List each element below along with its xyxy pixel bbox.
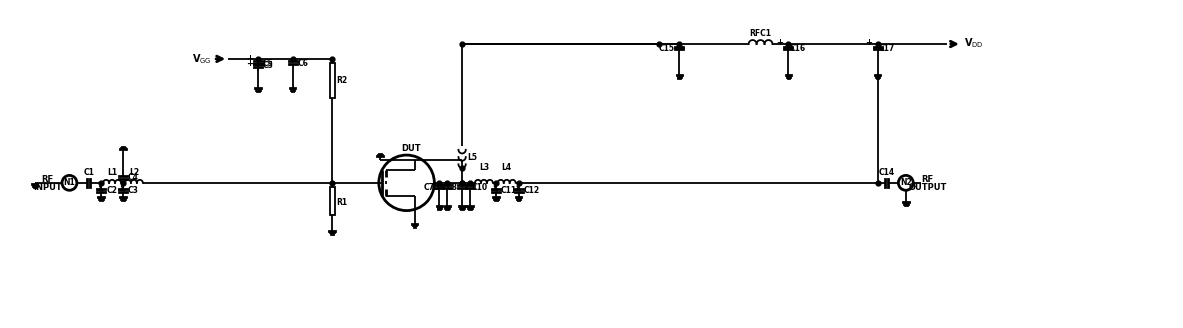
Text: C6: C6 [297, 59, 309, 68]
Text: INPUT: INPUT [33, 183, 62, 192]
Text: C11: C11 [500, 186, 517, 195]
Text: L3: L3 [479, 163, 489, 172]
Bar [330, 63, 335, 97]
Text: DUT: DUT [402, 144, 421, 153]
Text: C4: C4 [128, 173, 138, 182]
Bar [330, 187, 335, 215]
Text: +: + [866, 38, 873, 47]
Text: C10: C10 [472, 182, 487, 192]
Text: R2: R2 [336, 76, 348, 85]
Text: C15: C15 [658, 44, 674, 53]
Text: C3: C3 [128, 186, 138, 195]
Text: R1: R1 [336, 198, 348, 207]
Text: RF: RF [41, 175, 53, 184]
Text: L1: L1 [106, 168, 117, 177]
Text: RFC1: RFC1 [750, 29, 771, 38]
Text: V$_\mathsf{DD}$: V$_\mathsf{DD}$ [964, 36, 983, 50]
Text: N2: N2 [900, 178, 912, 187]
Text: N1: N1 [64, 178, 76, 187]
Text: C2: C2 [106, 186, 117, 195]
Text: L5: L5 [467, 153, 477, 162]
Text: C9: C9 [432, 182, 442, 192]
Text: C12: C12 [524, 186, 539, 195]
Text: C17: C17 [879, 44, 896, 53]
Text: +: + [776, 38, 783, 47]
Text: L4: L4 [502, 163, 512, 172]
Text: C16: C16 [790, 44, 806, 53]
Text: C14: C14 [879, 168, 896, 177]
Text: C7: C7 [424, 182, 434, 192]
Text: +: + [246, 54, 253, 63]
Text: C5: C5 [263, 61, 273, 70]
Text: RF: RF [922, 175, 933, 184]
Text: L2: L2 [129, 168, 138, 177]
Text: +: + [246, 59, 253, 68]
Text: V$_\mathsf{GG}$: V$_\mathsf{GG}$ [192, 52, 212, 66]
Text: OUTPUT: OUTPUT [909, 183, 946, 192]
Text: C5: C5 [263, 59, 273, 68]
Text: C8: C8 [446, 182, 457, 192]
Text: C1: C1 [83, 168, 95, 177]
